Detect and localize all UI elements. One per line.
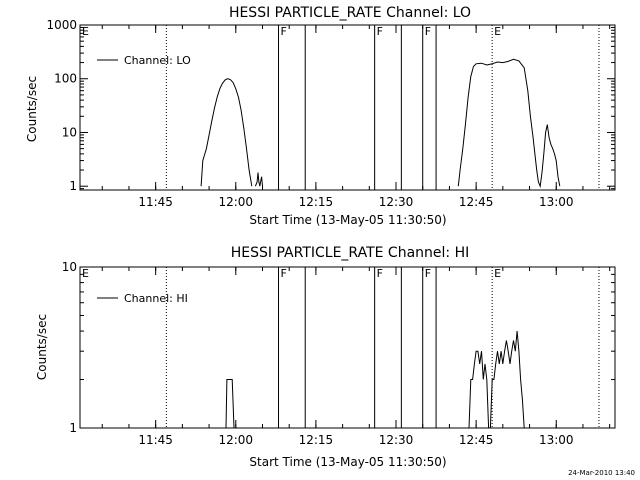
event-marker-label: E [494, 25, 501, 38]
series-line [468, 331, 526, 429]
legend-label: Channel: LO [124, 54, 191, 67]
x-tick-label: 12:45 [459, 195, 494, 209]
y-tick-label: 100 [54, 72, 77, 86]
plot-area: 11:45 12:00 12:15 12:30 12:45 13:00 1 10 E F F F E Ch… [62, 260, 616, 447]
event-marker-label: F [281, 25, 287, 38]
event-marker-label: F [281, 267, 287, 280]
x-tick-label: 12:15 [299, 195, 334, 209]
event-marker-label: F [425, 25, 431, 38]
series-line [225, 379, 235, 429]
y-tick-label: 1000 [46, 18, 77, 32]
event-marker-label: F [377, 267, 383, 280]
timestamp: 24-Mar-2010 13:40 [568, 469, 635, 477]
event-marker-label: F [425, 267, 431, 280]
y-tick-label: 10 [62, 125, 77, 139]
x-axis-label: Start Time (13-May-05 11:30:50) [249, 213, 446, 227]
x-tick-label: 12:00 [218, 433, 253, 447]
chart-title: HESSI PARTICLE_RATE Channel: HI [231, 245, 469, 261]
x-axis-label: Start Time (13-May-05 11:30:50) [249, 455, 446, 469]
x-tick-label: 12:00 [218, 195, 253, 209]
event-marker-label: E [494, 267, 501, 280]
plot-frame [79, 24, 616, 191]
x-tick-label: 11:45 [138, 433, 173, 447]
x-tick-label: 12:45 [459, 433, 494, 447]
chart-lo: HESSI PARTICLE_RATE Channel: LO Counts/s… [25, 5, 616, 227]
x-tick-label: 13:00 [539, 195, 574, 209]
y-axis-label: Counts/sec [35, 314, 49, 380]
x-tick-label: 11:45 [138, 195, 173, 209]
plot-frame [79, 266, 616, 429]
plot-area: 11:45 12:00 12:15 12:30 12:45 13:00 1 10 100 1000… [46, 18, 616, 209]
y-axis-label: Counts/sec [25, 76, 39, 142]
y-tick-label: 1 [69, 179, 77, 193]
x-tick-label: 12:30 [379, 195, 414, 209]
x-tick-label: 12:30 [379, 433, 414, 447]
chart-title: HESSI PARTICLE_RATE Channel: LO [229, 5, 471, 21]
y-tick-label: 1 [69, 421, 77, 435]
y-tick-label: 10 [62, 260, 77, 274]
x-tick-label: 13:00 [539, 433, 574, 447]
x-tick-label: 12:15 [299, 433, 334, 447]
event-marker-label: E [82, 267, 89, 280]
legend-label: Channel: HI [124, 292, 188, 305]
event-marker-label: E [82, 25, 89, 38]
series-line [200, 78, 263, 187]
event-marker-label: F [377, 25, 383, 38]
chart-hi: HESSI PARTICLE_RATE Channel: HI Counts/s… [35, 245, 616, 469]
series-line [457, 58, 561, 189]
